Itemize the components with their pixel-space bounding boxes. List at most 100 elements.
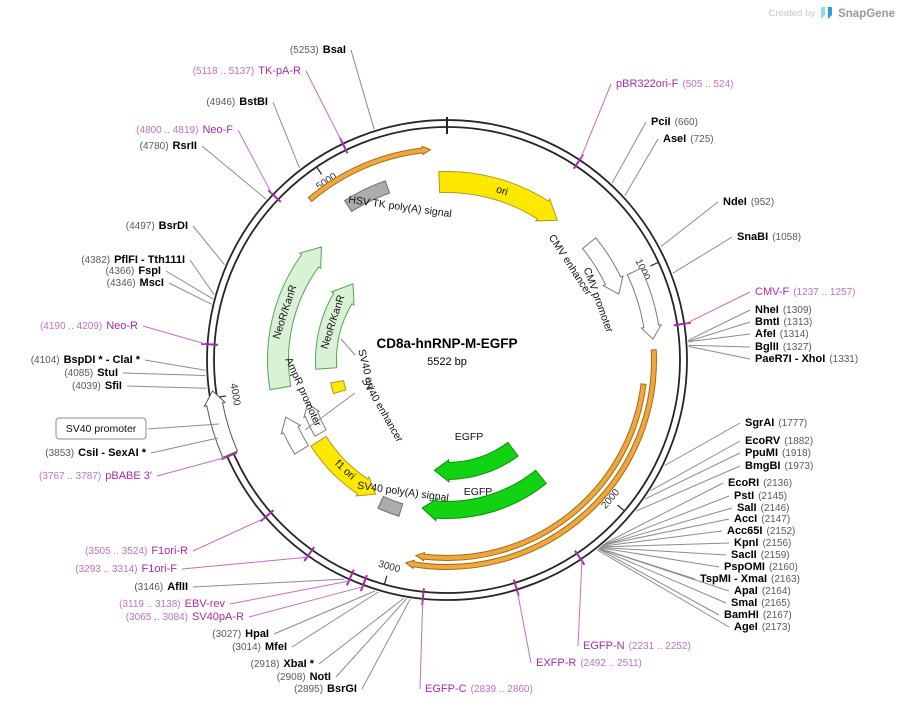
enzyme-label-csii-sexai[interactable]: (3853) CsiI - SexAI * <box>45 447 146 459</box>
enzyme-label-sacii[interactable]: SacII (2159) <box>731 549 790 561</box>
feature-egfp-outer[interactable] <box>421 469 548 522</box>
feature-label-sv40-polya[interactable]: SV40 poly(A) signal <box>357 480 450 505</box>
feature-f1-ori[interactable] <box>310 435 377 497</box>
feature-label-hsv-tk-polya[interactable]: HSV TK poly(A) signal <box>348 194 453 220</box>
primer-callout-f1ori-r <box>192 517 265 552</box>
primer-label-ebv-rev[interactable]: (3119 .. 3138) EBV-rev <box>119 598 225 610</box>
primer-callout-neo-r <box>142 325 206 345</box>
enzyme-label-msci[interactable]: (4346) MscI <box>107 277 164 289</box>
enzyme-callout-csii-sexai <box>150 437 219 454</box>
watermark-created-by: Created by <box>768 8 816 19</box>
enzyme-label-rsrii[interactable]: (4780) RsrII <box>140 140 197 152</box>
feature-egfp-inner[interactable] <box>433 441 519 484</box>
enzyme-label-afei[interactable]: AfeI (1314) <box>755 328 809 340</box>
enzyme-label-kpni[interactable]: KpnI (2156) <box>734 537 791 549</box>
primer-label-neo-r[interactable]: (4190 .. 4209) Neo-R <box>40 320 138 332</box>
primer-site-ebv-rev[interactable] <box>345 569 355 586</box>
primer-site-egfp-n[interactable] <box>574 550 586 566</box>
feature-cds-outer[interactable] <box>404 349 657 570</box>
enzyme-label-bglii[interactable]: BglII (1327) <box>755 341 812 353</box>
feature-sv40-promoter[interactable] <box>203 390 239 459</box>
enzyme-label-tspmi-xmai[interactable]: TspMI - XmaI (2163) <box>700 573 800 585</box>
feature-cmv-enhancer[interactable] <box>581 237 624 295</box>
primer-label-exfp-r[interactable]: EXFP-R (2492 .. 2511) <box>536 657 642 669</box>
feature-sv40-enhancer[interactable] <box>280 416 310 455</box>
primer-site-cmv-f[interactable] <box>673 321 691 327</box>
enzyme-label-sgrai[interactable]: SgrAI (1777) <box>745 417 807 429</box>
primer-site-f1ori-f[interactable] <box>303 546 316 562</box>
primer-site-neo-f[interactable] <box>267 189 282 203</box>
feature-ori[interactable] <box>438 171 559 222</box>
enzyme-label-bstbi[interactable]: (4946) BstBI <box>206 96 268 108</box>
enzyme-label-apai[interactable]: ApaI (2164) <box>734 585 791 597</box>
enzyme-label-sfii[interactable]: (4039) SfiI <box>72 380 122 392</box>
enzyme-label-pcii[interactable]: PciI (660) <box>651 116 698 128</box>
enzyme-callout-ndei <box>660 201 719 247</box>
enzyme-label-bmgbi[interactable]: BmgBI (1973) <box>745 460 813 472</box>
feature-label-egfp-inner[interactable]: EGFP <box>455 431 484 443</box>
primer-label-f1ori-f[interactable]: (3293 .. 3314) F1ori-F <box>75 563 177 575</box>
enzyme-label-sali[interactable]: SalI (2146) <box>737 502 789 514</box>
enzyme-label-ndei[interactable]: NdeI (952) <box>723 196 774 208</box>
enzyme-label-bsrgi[interactable]: (2895) BsrGI <box>294 683 357 695</box>
enzyme-label-bspdi-clai[interactable]: (4104) BspDI * - ClaI * <box>31 354 141 366</box>
primer-label-f1ori-r[interactable]: (3505 .. 3524) F1ori-R <box>85 545 188 557</box>
primer-label-egfp-n[interactable]: EGFP-N (2231 .. 2252) <box>583 640 691 652</box>
feature-neor-kanr-inner[interactable] <box>315 283 355 370</box>
feature-label-box-sv40-promoter[interactable] <box>55 417 147 440</box>
enzyme-label-stui[interactable]: (4085) StuI <box>64 367 118 379</box>
enzyme-label-nhei[interactable]: NheI (1309) <box>755 304 812 316</box>
enzyme-label-agei[interactable]: AgeI (2173) <box>734 621 791 633</box>
feature-orf-upstream[interactable] <box>307 145 432 203</box>
feature-label-egfp-outer[interactable]: EGFP <box>464 486 493 498</box>
feature-label-ori[interactable]: ori <box>495 183 510 198</box>
enzyme-label-aflii[interactable]: (3146) AflII <box>134 581 188 593</box>
enzyme-label-noti[interactable]: (2908) NotI <box>277 671 331 683</box>
feature-neor-kanr-outer[interactable] <box>267 246 322 391</box>
enzyme-callout-sali <box>602 507 733 546</box>
enzyme-label-snabi[interactable]: SnaBI (1058) <box>737 231 801 243</box>
enzyme-label-ecorv[interactable]: EcoRV (1882) <box>745 435 813 447</box>
primer-label-tk-pa-r[interactable]: (5118 .. 5137) TK-pA-R <box>193 65 301 77</box>
enzyme-label-bmti[interactable]: BmtI (1313) <box>755 316 812 328</box>
enzyme-label-bamhi[interactable]: BamHI (2167) <box>724 609 792 621</box>
enzyme-label-asei[interactable]: AseI (725) <box>663 133 714 145</box>
primer-callout-ebv-rev <box>229 580 349 605</box>
primer-label-sv40pa-r[interactable]: (3065 .. 3084) SV40pA-R <box>126 611 244 623</box>
enzyme-label-bsrdi[interactable]: (4497) BsrDI <box>126 220 188 232</box>
enzyme-label-fspi[interactable]: (4366) FspI <box>105 265 161 277</box>
enzyme-label-bsai[interactable]: (5253) BsaI <box>290 44 346 56</box>
enzyme-callout-pcii <box>611 121 647 184</box>
feature-label-sv40-promoter[interactable]: SV40 promoter <box>66 423 137 435</box>
feature-ampr-promoter[interactable] <box>303 403 327 437</box>
feature-callout-sv40-enhancer <box>304 392 356 431</box>
enzyme-label-ecori[interactable]: EcoRI (2136) <box>728 477 792 489</box>
enzyme-callout-ecorv <box>650 440 741 492</box>
primer-label-cmv-f[interactable]: CMV-F (1237 .. 1257) <box>755 286 856 298</box>
enzyme-label-paer7i-xhoi[interactable]: PaeR7I - XhoI (1331) <box>755 353 858 365</box>
enzyme-label-pspomi[interactable]: PspOMI (2160) <box>724 561 798 573</box>
feature-cds-inner[interactable] <box>414 383 647 562</box>
enzyme-callout-agei <box>596 549 730 628</box>
enzyme-label-pflfi-tth111i[interactable]: (4382) PflFI - Tth111I <box>81 254 185 266</box>
feature-label-sv40-enhancer[interactable]: SV40 enhancer <box>359 376 406 445</box>
watermark-brand: SnapGene <box>838 7 895 20</box>
feature-sv40-ori[interactable] <box>330 379 347 395</box>
feature-label-cmv-enhancer[interactable]: CMV enhancer <box>546 232 594 298</box>
enzyme-label-smai[interactable]: SmaI (2165) <box>731 597 790 609</box>
primer-site-sv40pa-r[interactable] <box>359 574 368 592</box>
enzyme-label-acci[interactable]: AccI (2147) <box>734 513 790 525</box>
primer-label-egfp-c[interactable]: EGFP-C (2839 .. 2860) <box>425 683 533 695</box>
enzyme-label-acc65i[interactable]: Acc65I (2152) <box>727 525 795 537</box>
enzyme-label-ppumi[interactable]: PpuMI (1918) <box>745 447 811 459</box>
enzyme-label-psti[interactable]: PstI (2145) <box>734 490 787 502</box>
primer-label-pbabe-3[interactable]: (3767 .. 3787) pBABE 3' <box>39 470 152 482</box>
enzyme-label-hpai[interactable]: (3027) HpaI <box>212 628 269 640</box>
feature-hsv-tk-polya[interactable] <box>343 180 391 213</box>
enzyme-label-xbai[interactable]: (2918) XbaI * <box>251 658 315 670</box>
primer-label-pbr322ori-f[interactable]: pBR322ori-F (505 .. 524) <box>616 78 734 90</box>
feature-sv40-polya[interactable] <box>377 495 404 517</box>
enzyme-label-mfei[interactable]: (3014) MfeI <box>232 641 287 653</box>
feature-cmv-promoter[interactable] <box>626 267 663 340</box>
primer-label-neo-f[interactable]: (4800 .. 4819) Neo-F <box>136 124 233 136</box>
